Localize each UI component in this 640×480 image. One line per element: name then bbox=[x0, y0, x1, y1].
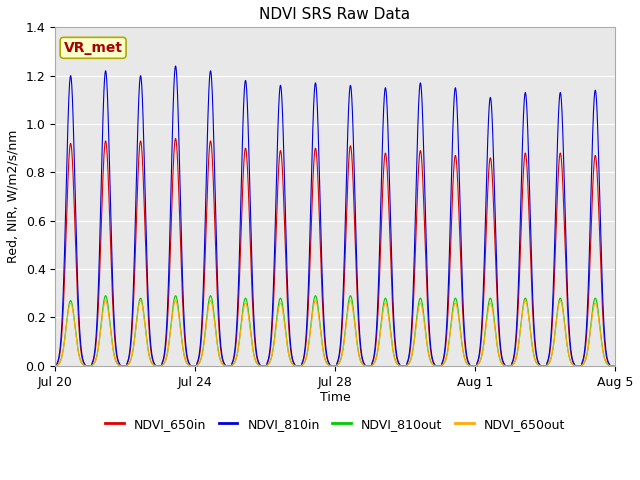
Text: VR_met: VR_met bbox=[63, 41, 123, 55]
Title: NDVI SRS Raw Data: NDVI SRS Raw Data bbox=[259, 7, 411, 22]
X-axis label: Time: Time bbox=[319, 391, 351, 404]
Legend: NDVI_650in, NDVI_810in, NDVI_810out, NDVI_650out: NDVI_650in, NDVI_810in, NDVI_810out, NDV… bbox=[100, 413, 570, 436]
Y-axis label: Red, NIR, W/m2/s/nm: Red, NIR, W/m2/s/nm bbox=[7, 130, 20, 263]
